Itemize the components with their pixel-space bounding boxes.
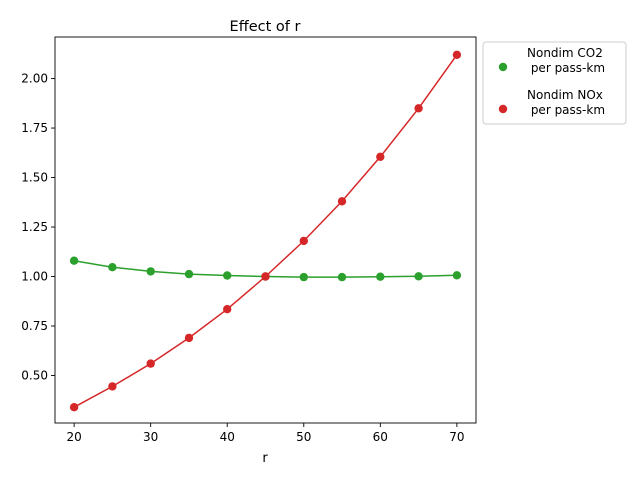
legend-label-co2: Nondim CO2 per pass-km xyxy=(527,46,605,75)
y-tick-label: 1.50 xyxy=(21,171,48,185)
legend-label-nox: Nondim NOx per pass-km xyxy=(527,88,605,117)
data-point-nox xyxy=(69,403,79,412)
y-tick-label: 1.75 xyxy=(21,121,48,135)
x-tick-label: 40 xyxy=(220,430,235,444)
data-point-nox xyxy=(146,359,155,368)
y-axis: 0.50 0.75 1.00 1.25 1.50 1.75 2.00 xyxy=(21,72,55,382)
x-tick-label: 70 xyxy=(449,430,464,444)
data-point-co2 xyxy=(452,271,462,280)
y-tick-label: 0.75 xyxy=(21,319,48,333)
data-point-nox xyxy=(261,272,270,281)
legend-marker-nox xyxy=(498,104,508,114)
data-point-nox xyxy=(108,382,117,391)
data-point-co2 xyxy=(69,256,79,265)
data-point-co2 xyxy=(337,272,347,282)
data-point-nox xyxy=(452,50,462,59)
x-tick-label: 20 xyxy=(66,430,81,444)
y-tick-label: 0.50 xyxy=(21,368,48,382)
y-tick-label: 2.00 xyxy=(21,72,48,86)
plot-area xyxy=(69,50,462,412)
x-axis-label: r xyxy=(262,451,268,466)
x-axis: 20 30 40 50 60 70 xyxy=(66,423,465,444)
data-point-co2 xyxy=(223,271,232,280)
data-point-nox xyxy=(299,236,308,246)
y-tick-label: 1.00 xyxy=(21,270,48,284)
data-point-co2 xyxy=(146,267,155,276)
x-tick-label: 50 xyxy=(296,430,311,444)
data-point-co2 xyxy=(184,269,194,279)
data-point-nox xyxy=(223,305,232,314)
data-point-nox xyxy=(184,333,194,343)
data-point-nox xyxy=(376,152,385,161)
data-point-co2 xyxy=(376,272,385,281)
legend-marker-co2 xyxy=(498,62,508,72)
legend: Nondim CO2 per pass-km Nondim NOx per pas… xyxy=(482,41,627,125)
data-point-co2 xyxy=(299,272,308,282)
legend-box xyxy=(482,41,627,125)
data-point-co2 xyxy=(414,272,423,281)
data-point-nox xyxy=(414,104,423,113)
axes-frame xyxy=(54,36,477,424)
data-point-co2 xyxy=(108,263,117,272)
data-point-nox xyxy=(337,197,347,206)
y-tick-label: 1.25 xyxy=(21,220,48,234)
x-tick-label: 60 xyxy=(373,430,388,444)
chart-title: Effect of r xyxy=(230,19,301,35)
x-tick-label: 30 xyxy=(143,430,158,444)
